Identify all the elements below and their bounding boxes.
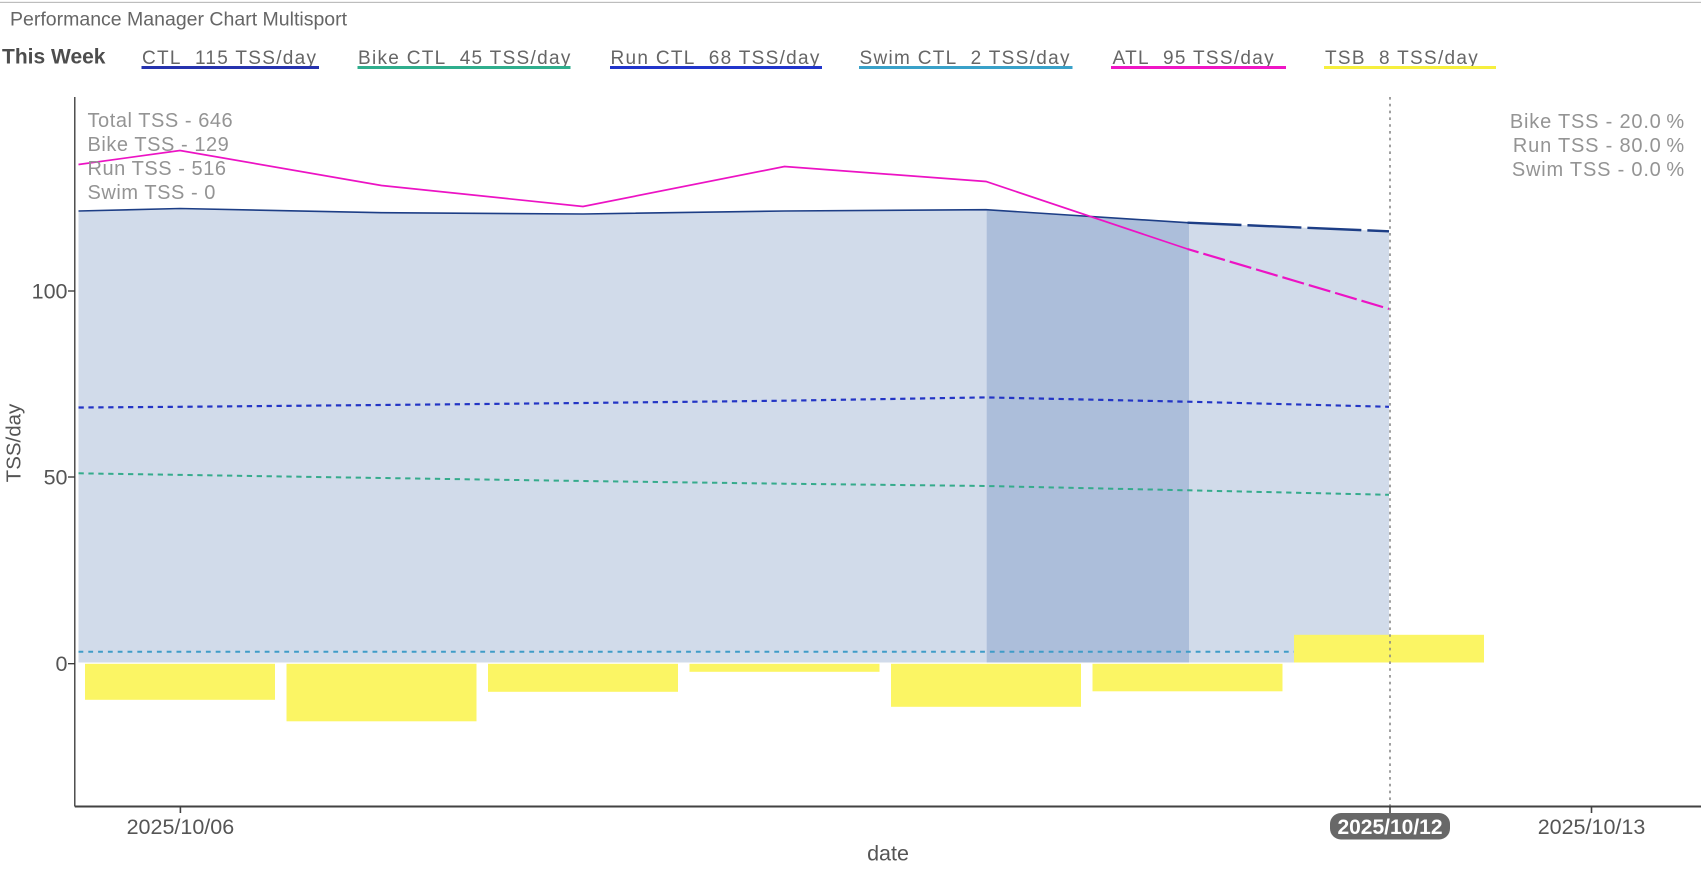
svg-text:ATL 95 TSS/day: ATL 95 TSS/day [1113, 48, 1275, 69]
svg-text:Run TSS - 516: Run TSS - 516 [88, 158, 227, 180]
svg-text:TSS/day: TSS/day [3, 403, 26, 482]
svg-text:CTL 115 TSS/day: CTL 115 TSS/day [142, 48, 317, 69]
svg-text:2025/10/12: 2025/10/12 [1337, 816, 1442, 839]
svg-text:Swim CTL 2 TSS/day: Swim CTL 2 TSS/day [860, 48, 1071, 69]
svg-text:Swim TSS - 0.0 %: Swim TSS - 0.0 % [1512, 159, 1685, 181]
svg-text:Run CTL 68 TSS/day: Run CTL 68 TSS/day [611, 48, 821, 69]
svg-text:0: 0 [56, 652, 68, 676]
svg-text:2025/10/06: 2025/10/06 [127, 815, 235, 839]
svg-text:Performance Manager Chart Mult: Performance Manager Chart Multisport [10, 9, 348, 31]
svg-text:TSB 8 TSS/day: TSB 8 TSS/day [1325, 48, 1479, 69]
svg-text:date: date [867, 842, 909, 866]
svg-text:Swim TSS - 0: Swim TSS - 0 [88, 182, 216, 204]
svg-text:This Week: This Week [2, 46, 106, 69]
svg-text:100: 100 [32, 280, 68, 304]
svg-text:Run TSS - 80.0 %: Run TSS - 80.0 % [1513, 135, 1685, 157]
svg-text:2025/10/13: 2025/10/13 [1538, 815, 1646, 839]
svg-text:Bike TSS - 129: Bike TSS - 129 [88, 134, 230, 156]
svg-text:Bike TSS - 20.0 %: Bike TSS - 20.0 % [1510, 111, 1685, 133]
svg-text:Total TSS - 646: Total TSS - 646 [88, 110, 234, 132]
svg-text:Bike CTL 45 TSS/day: Bike CTL 45 TSS/day [358, 48, 572, 69]
svg-text:50: 50 [44, 466, 68, 490]
